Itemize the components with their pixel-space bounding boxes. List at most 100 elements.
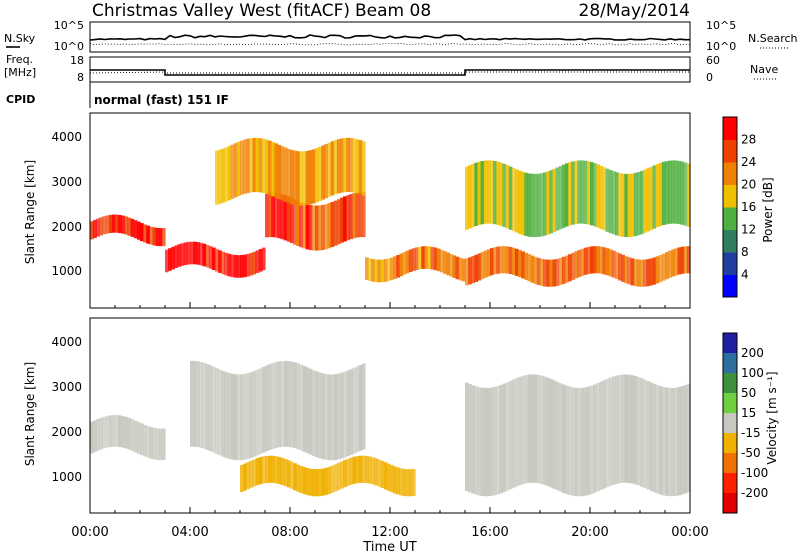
- heatmap-cell: [374, 458, 379, 486]
- heatmap-cell: [211, 366, 216, 453]
- velocity-colorbar-swatch: [723, 413, 737, 433]
- heatmap-cell: [533, 374, 538, 483]
- heatmap-cell: [674, 387, 679, 496]
- heatmap-cell: [521, 375, 525, 485]
- heatmap-cell: [377, 459, 382, 487]
- heatmap-cell: [621, 173, 625, 237]
- heatmap-cell: [299, 151, 304, 206]
- heatmap-cell: [336, 199, 341, 245]
- heatmap-cell: [149, 427, 154, 459]
- heatmap-cell: [524, 252, 529, 280]
- heatmap-cell: [199, 242, 204, 266]
- heatmap-cell: [115, 214, 119, 233]
- heatmap-cell: [333, 200, 338, 246]
- heatmap-cell: [640, 259, 644, 287]
- heatmap-cell: [396, 255, 400, 278]
- heatmap-cell: [227, 146, 232, 201]
- heatmap-cell: [193, 241, 197, 265]
- heatmap-cell: [343, 138, 347, 193]
- heatmap-cell: [508, 166, 513, 230]
- heatmap-cell: [496, 161, 500, 225]
- heatmap-cell: [543, 259, 547, 287]
- heatmap-cell: [274, 362, 279, 448]
- heatmap-cell: [471, 256, 475, 284]
- heatmap-cell: [111, 415, 116, 447]
- power-heatmap: [90, 137, 691, 287]
- heatmap-cell: [636, 172, 641, 236]
- heatmap-cell: [280, 194, 285, 240]
- heatmap-cell: [93, 219, 97, 238]
- heatmap-cell: [618, 173, 622, 237]
- heatmap-cell: [477, 253, 482, 281]
- heatmap-cell: [243, 373, 247, 460]
- heatmap-cell: [505, 165, 510, 229]
- velocity-colorbar-tick: 100: [741, 366, 764, 380]
- heatmap-cell: [418, 246, 422, 270]
- velocity-colorbar-tick: -50: [741, 446, 761, 460]
- heatmap-cell: [683, 246, 688, 274]
- heatmap-cell: [240, 140, 244, 195]
- power-ytick-1000: 1000: [51, 264, 82, 278]
- heatmap-cell: [680, 246, 685, 274]
- heatmap-cell: [96, 419, 100, 451]
- heatmap-cell: [593, 246, 597, 274]
- heatmap-cell: [99, 417, 104, 450]
- velocity-colorbar-swatch: [723, 373, 737, 393]
- heatmap-cell: [265, 455, 269, 483]
- heatmap-cell: [343, 460, 347, 488]
- heatmap-cell: [668, 387, 672, 497]
- heatmap-cell: [368, 258, 372, 281]
- power-colorbar-swatch: [723, 274, 737, 298]
- heatmap-cell: [261, 456, 266, 484]
- velocity-colorbar-tick: -100: [741, 466, 768, 480]
- heatmap-cell: [340, 138, 344, 193]
- heatmap-cell: [318, 372, 322, 459]
- heatmap-cell: [336, 373, 341, 460]
- heatmap-cell: [452, 255, 457, 278]
- heatmap-cell: [461, 258, 466, 282]
- heatmap-cell: [586, 161, 591, 225]
- heatmap-cell: [215, 150, 219, 205]
- heatmap-cell: [568, 162, 572, 226]
- heatmap-cell: [286, 196, 291, 242]
- heatmap-cell: [352, 138, 357, 193]
- nsky-label: N.Sky: [4, 32, 36, 45]
- heatmap-cell: [468, 165, 472, 229]
- heatmap-cell: [524, 172, 529, 236]
- heatmap-cell: [499, 162, 504, 226]
- heatmap-cell: [561, 384, 566, 493]
- heatmap-cell: [208, 365, 213, 452]
- heatmap-cell: [421, 246, 425, 269]
- heatmap-cell: [171, 246, 175, 270]
- heatmap-cell: [602, 380, 607, 489]
- heatmap-cell: [236, 374, 241, 461]
- heatmap-cell: [455, 256, 460, 280]
- heatmap-cell: [665, 161, 669, 225]
- heatmap-cell: [143, 224, 147, 243]
- heatmap-cell: [333, 374, 338, 460]
- heatmap-cell: [502, 246, 507, 274]
- heatmap-cell: [671, 160, 675, 224]
- heatmap-cell: [346, 370, 350, 457]
- heatmap-cell: [602, 247, 607, 275]
- heatmap-cell: [280, 361, 285, 447]
- heatmap-cell: [624, 374, 629, 483]
- heatmap-cell: [499, 246, 504, 274]
- heatmap-cell: [611, 171, 616, 235]
- heatmap-cell: [508, 247, 513, 275]
- heatmap-cell: [136, 221, 141, 240]
- heatmap-cell: [249, 460, 254, 488]
- heatmap-cell: [308, 205, 313, 251]
- heatmap-cell: [483, 160, 488, 224]
- heatmap-cell: [477, 161, 482, 225]
- power-colorbar-tick: 28: [741, 133, 756, 147]
- heatmap-cell: [255, 369, 260, 456]
- velocity-colorbar-label: Velocity [m s⁻¹]: [765, 371, 779, 464]
- heatmap-cell: [315, 205, 319, 251]
- heatmap-cell: [283, 459, 288, 487]
- heatmap-cell: [290, 461, 294, 489]
- power-panel: 4000 3000 2000 1000 Slant Range [km] 282…: [23, 112, 775, 309]
- heatmap-cell: [236, 255, 241, 278]
- heatmap-cell: [524, 375, 529, 484]
- heatmap-cell: [286, 460, 291, 488]
